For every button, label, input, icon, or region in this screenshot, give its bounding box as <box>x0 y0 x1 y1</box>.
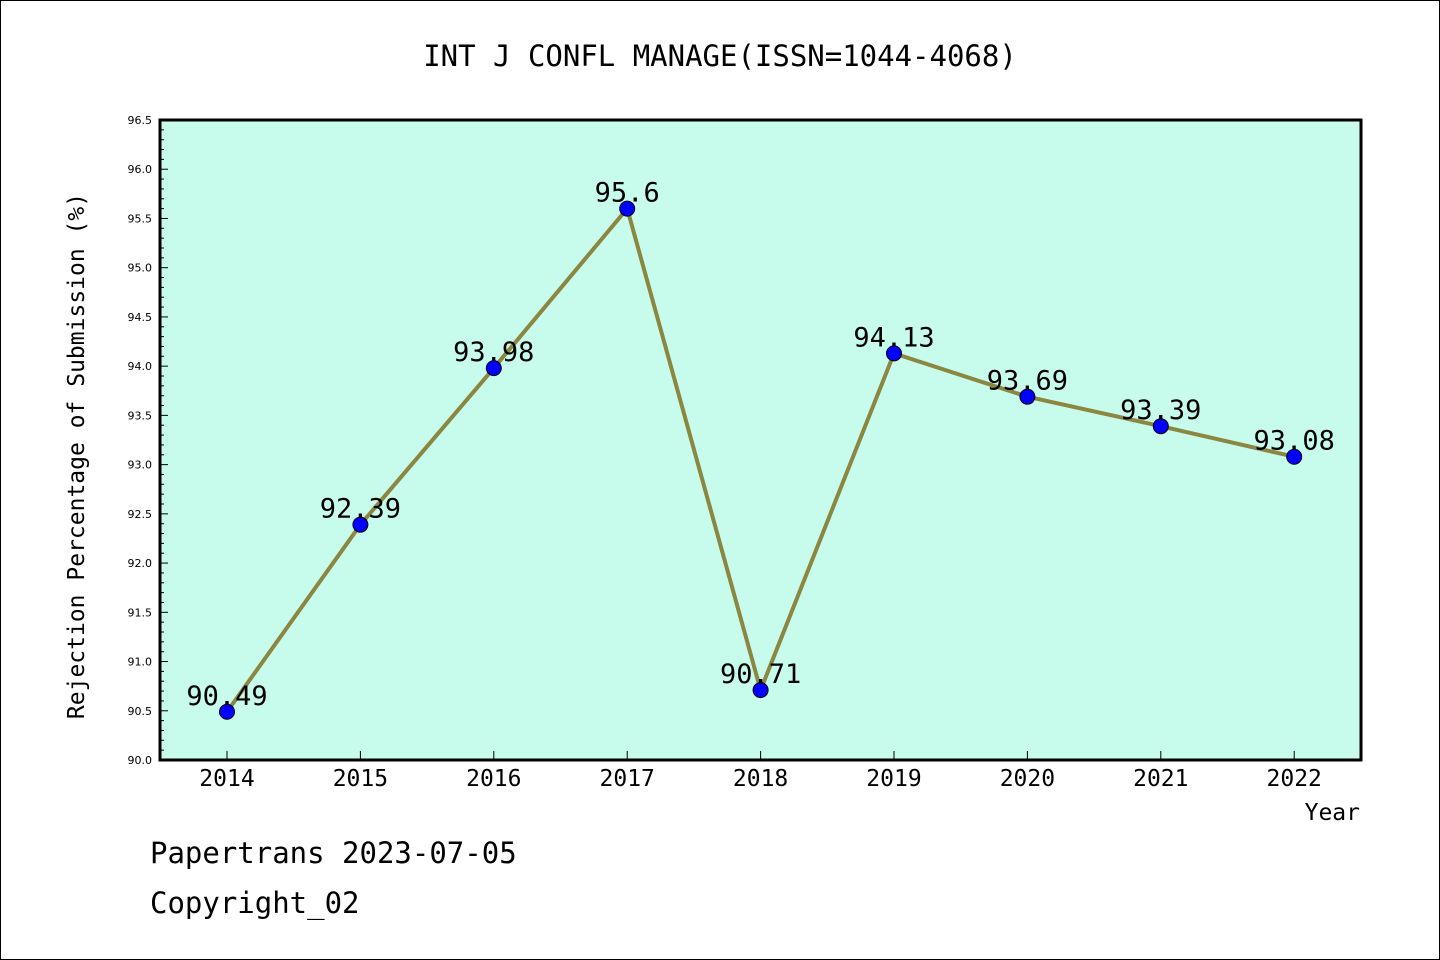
data-point <box>619 200 636 217</box>
footer-source: Papertrans 2023-07-05 <box>150 836 517 870</box>
x-axis: 2014 2015 2016 2017 2018 2019 2020 2021 2022 <box>199 751 1322 792</box>
plot-area <box>158 118 1363 762</box>
data-label: 90.49 <box>186 681 267 712</box>
x-tick-label: 2017 <box>600 766 655 792</box>
chart-title: INT J CONFL MANAGE(ISSN=1044-4068) <box>423 39 1017 73</box>
x-tick-label: 2019 <box>866 766 921 792</box>
data-label: 90.71 <box>720 659 801 690</box>
data-label: 93.69 <box>987 366 1068 397</box>
y-tick-label: 95.5 <box>128 212 153 225</box>
y-tick-label: 94.0 <box>128 360 153 373</box>
data-point <box>352 516 369 533</box>
x-tick-label: 2018 <box>733 766 788 792</box>
y-tick-label: 93.5 <box>128 409 153 422</box>
y-tick-label: 90.5 <box>128 705 153 718</box>
y-tick-label: 93.0 <box>128 459 153 472</box>
data-label: 95.6 <box>595 178 660 209</box>
y-tick-label: 92.0 <box>128 557 153 570</box>
data-point <box>886 345 902 362</box>
y-tick-label: 90.0 <box>128 754 153 767</box>
y-axis-label: Rejection Percentage of Submission (%) <box>64 193 90 719</box>
y-tick-label: 96.5 <box>128 114 153 127</box>
x-tick-label: 2015 <box>333 766 388 792</box>
data-point <box>1286 448 1303 465</box>
y-tick-label: 91.5 <box>128 606 153 619</box>
y-tick-label: 95.0 <box>128 262 153 275</box>
data-point <box>1019 388 1036 405</box>
data-label: 94.13 <box>853 322 934 353</box>
data-point <box>1152 418 1169 435</box>
x-tick-label: 2014 <box>199 766 254 792</box>
y-tick-label: 91.0 <box>128 656 153 669</box>
x-tick-label: 2016 <box>466 766 521 792</box>
y-axis: 90.0 90.5 91.0 91.5 92.0 92.5 93.0 93.5 94.0 94.5… <box>128 114 168 767</box>
data-label: 92.39 <box>320 494 401 525</box>
x-tick-label: 2021 <box>1133 766 1188 792</box>
data-point <box>219 703 235 720</box>
data-label: 93.98 <box>453 337 534 368</box>
data-point <box>752 682 769 699</box>
series-markers <box>219 200 1303 720</box>
x-axis-label: Year <box>1305 800 1360 826</box>
data-labels: 90.49 92.39 93.98 95.6 90.71 94.13 93.69 93.39 9… <box>186 178 1334 712</box>
data-label: 93.39 <box>1120 395 1201 426</box>
y-tick-label: 94.5 <box>128 311 153 324</box>
data-label: 93.08 <box>1254 426 1335 457</box>
y-tick-label: 92.5 <box>128 508 153 521</box>
data-point <box>485 360 502 377</box>
x-tick-label: 2020 <box>1000 766 1055 792</box>
x-tick-label: 2022 <box>1267 766 1322 792</box>
y-tick-label: 96.0 <box>128 163 153 176</box>
footer-copyright: Copyright_02 <box>150 886 360 920</box>
